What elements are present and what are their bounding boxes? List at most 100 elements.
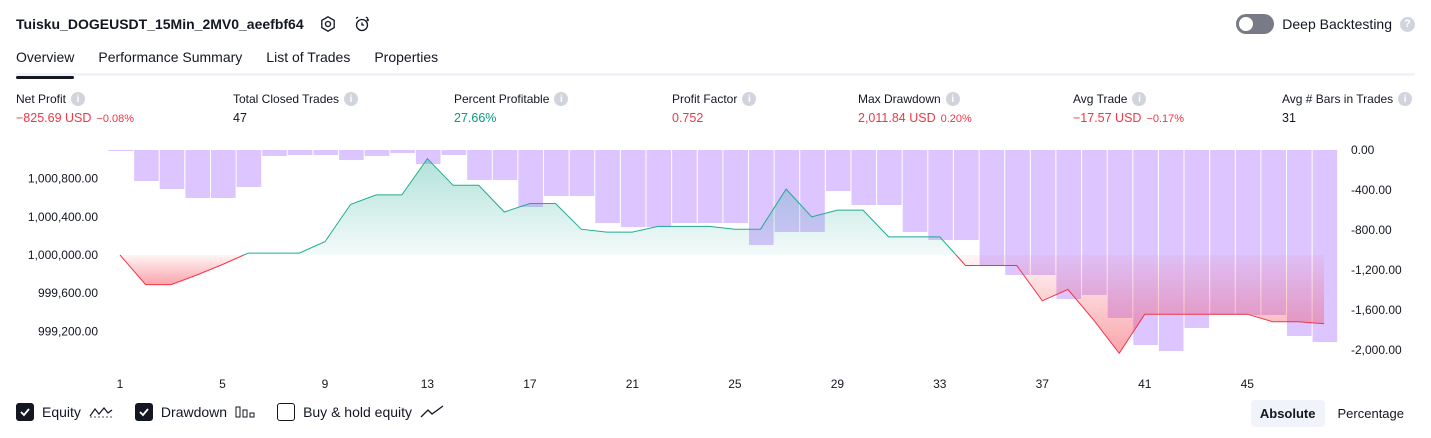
right-axis-label: -800.00 <box>1351 223 1392 237</box>
equity-gain-area <box>243 158 957 255</box>
x-axis-label: 13 <box>421 377 435 391</box>
metric-percent: −0.08% <box>96 113 135 125</box>
metric-value: −17.57 USD <box>1073 111 1142 125</box>
check-icon <box>139 408 149 417</box>
info-icon[interactable]: i <box>71 92 86 106</box>
metric-label: Profit Factor <box>672 92 738 106</box>
display-mode-switch: Absolute Percentage <box>1250 400 1413 427</box>
x-axis-label: 25 <box>728 377 742 391</box>
x-axis: 1 5 9 13 17 21 25 29 33 37 41 45 <box>117 377 1255 391</box>
drawdown-bar <box>1030 150 1056 275</box>
drawdown-bar <box>979 150 1005 265</box>
metric-value: −825.69 USD <box>16 111 92 125</box>
right-axis-label: -1,200.00 <box>1351 263 1402 277</box>
x-axis-label: 45 <box>1241 377 1255 391</box>
equity-checkbox[interactable] <box>16 403 34 421</box>
drawdown-bar <box>902 150 928 232</box>
info-icon[interactable]: i <box>742 92 757 106</box>
right-axis-label: -1,600.00 <box>1351 303 1402 317</box>
percentage-button[interactable]: Percentage <box>1337 406 1405 421</box>
metric-profit-factor: Profit Factor i 0.752 <box>672 92 757 125</box>
equity-loss-line <box>955 254 1325 355</box>
right-axis-label: 0.00 <box>1351 143 1375 157</box>
drawdown-bar <box>467 150 492 180</box>
chart-legend: Equity Drawdown Buy & hold equity <box>16 403 444 421</box>
drawdown-bar <box>441 150 467 155</box>
drawdown-bar <box>928 150 953 240</box>
settings-icon[interactable] <box>318 14 338 34</box>
equity-loss-line <box>119 254 245 286</box>
left-axis-label: 1,000,800.00 <box>28 172 98 186</box>
info-icon[interactable]: i <box>554 92 569 106</box>
metric-net-profit: Net Profit i −825.69 USD −0.08% <box>16 92 134 125</box>
metric-value: 0.752 <box>672 111 704 125</box>
drawdown-bar <box>544 150 569 196</box>
metric-value: 27.66% <box>454 111 497 125</box>
strategy-title: Tuisku_DOGEUSDT_15Min_2MV0_aeefbf64 <box>16 16 304 32</box>
x-axis-label: 17 <box>523 377 537 391</box>
tab-performance-summary[interactable]: Performance Summary <box>98 49 243 65</box>
buy-hold-checkbox[interactable] <box>277 403 296 421</box>
metric-value: 2,011.84 USD <box>858 111 936 125</box>
x-axis-label: 41 <box>1138 377 1152 391</box>
help-icon[interactable]: ? <box>1400 16 1415 32</box>
info-icon[interactable]: i <box>1132 92 1147 106</box>
drawdown-checkbox[interactable] <box>134 403 153 421</box>
info-icon[interactable]: i <box>344 92 359 106</box>
metric-percent-profitable: Percent Profitable i 27.66% <box>454 92 569 125</box>
equity-gain-line <box>243 157 957 256</box>
legend-drawdown[interactable]: Drawdown <box>134 403 255 421</box>
tab-properties[interactable]: Properties <box>374 49 439 65</box>
legend-equity[interactable]: Equity <box>16 403 113 421</box>
tab-list-of-trades[interactable]: List of Trades <box>266 49 351 65</box>
right-axis-label: -400.00 <box>1351 183 1392 197</box>
drawdown-bar <box>825 150 851 191</box>
left-axis-label: 1,000,000.00 <box>28 248 98 262</box>
equity-line <box>119 157 1325 355</box>
metric-label: Avg # Bars in Trades <box>1282 92 1394 106</box>
x-axis-label: 5 <box>219 377 226 391</box>
metric-value: 31 <box>1282 111 1296 125</box>
deep-backtesting-control: Deep Backtesting ? <box>1236 14 1415 34</box>
drawdown-bar <box>134 150 159 181</box>
equity-drawdown-chart[interactable]: 1,000,800.00 1,000,400.00 1,000,000.00 999,… <box>0 138 1431 396</box>
legend-equity-label: Equity <box>42 404 81 420</box>
drawdown-bar <box>262 150 287 156</box>
drawdown-bar <box>954 150 979 240</box>
drawdown-bar <box>108 150 134 151</box>
info-icon[interactable]: i <box>945 92 960 106</box>
tab-overview[interactable]: Overview <box>16 45 75 79</box>
drawdown-bar <box>1005 150 1030 275</box>
right-axis: 0.00 -400.00 -800.00 -1,200.00 -1,600.00 -2,0… <box>1351 143 1402 357</box>
drawdown-bar <box>672 150 697 223</box>
trend-line-icon <box>420 405 444 419</box>
drawdown-bar <box>364 150 390 156</box>
drawdown-bar <box>492 150 518 180</box>
drawdown-bar <box>518 150 543 207</box>
right-axis-label: -2,000.00 <box>1351 343 1402 357</box>
drawdown-bar <box>415 150 441 164</box>
equity-line-icon <box>89 405 113 419</box>
metric-avg-bars-in-trades: Avg # Bars in Trades i 31 <box>1282 92 1413 125</box>
strategy-header: Tuisku_DOGEUSDT_15Min_2MV0_aeefbf64 Deep… <box>16 12 1415 36</box>
left-axis-label: 999,600.00 <box>38 286 98 300</box>
x-axis-label: 9 <box>322 377 329 391</box>
metric-percent: −0.17% <box>1146 113 1185 125</box>
info-icon[interactable]: i <box>1398 92 1413 106</box>
metric-label: Avg Trade <box>1073 92 1128 106</box>
left-axis-label: 999,200.00 <box>38 324 98 338</box>
left-axis: 1,000,800.00 1,000,400.00 1,000,000.00 999,… <box>28 172 98 339</box>
deep-backtesting-toggle[interactable] <box>1236 14 1275 34</box>
metric-percent: 0.20% <box>940 113 972 125</box>
metric-total-closed-trades: Total Closed Trades i 47 <box>233 92 359 125</box>
legend-buy-hold[interactable]: Buy & hold equity <box>277 403 444 421</box>
x-axis-label: 21 <box>626 377 640 391</box>
drawdown-bar <box>185 150 210 198</box>
drawdown-bar <box>236 150 262 187</box>
deep-backtesting-label: Deep Backtesting <box>1282 16 1392 32</box>
metrics-row: Net Profit i −825.69 USD −0.08% Total Clos… <box>16 92 1415 132</box>
x-axis-label: 37 <box>1036 377 1050 391</box>
absolute-button[interactable]: Absolute <box>1250 400 1325 427</box>
metric-label: Max Drawdown <box>858 92 941 106</box>
alert-clock-icon[interactable] <box>352 14 372 34</box>
